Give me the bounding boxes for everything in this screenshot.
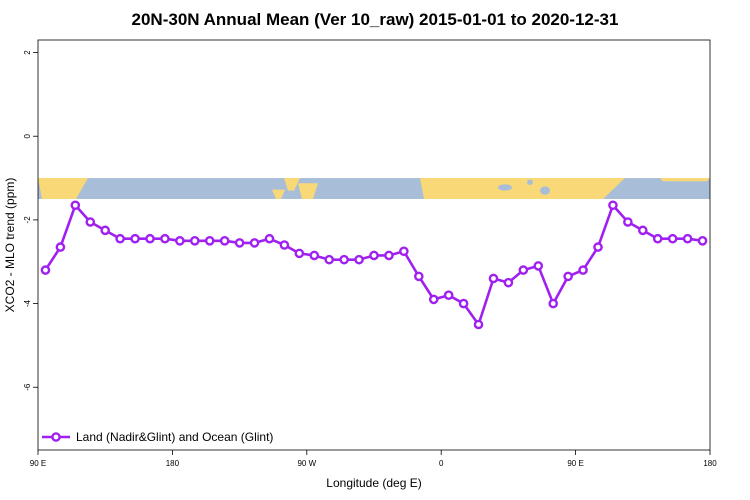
data-point bbox=[249, 238, 260, 248]
x-tick-label: 90 E bbox=[30, 459, 46, 468]
data-point bbox=[458, 298, 469, 309]
data-point bbox=[189, 236, 200, 246]
data-point bbox=[518, 265, 529, 275]
map-landmass bbox=[272, 189, 285, 199]
data-point bbox=[384, 250, 394, 261]
series-line bbox=[44, 203, 703, 326]
data-point bbox=[55, 242, 66, 252]
data-point bbox=[175, 236, 185, 246]
data-point bbox=[413, 271, 424, 282]
map-gulf bbox=[498, 184, 512, 191]
data-point bbox=[294, 248, 305, 259]
data-point bbox=[443, 290, 454, 301]
data-point bbox=[593, 242, 603, 252]
y-tick-label: -4 bbox=[23, 299, 32, 307]
data-point bbox=[399, 246, 409, 257]
data-point bbox=[638, 225, 648, 236]
data-point bbox=[40, 265, 51, 275]
data-point bbox=[85, 217, 96, 227]
legend: Land (Nadir&Glint) and Ocean (Glint) bbox=[42, 430, 273, 444]
x-tick-label: 180 bbox=[703, 459, 717, 468]
y-axis-label: XCO2 - MLO trend (ppm) bbox=[3, 178, 17, 313]
data-point bbox=[652, 233, 663, 244]
map-gulf bbox=[527, 179, 533, 185]
data-point bbox=[488, 273, 499, 284]
y-tick-label: -6 bbox=[23, 383, 32, 391]
data-point bbox=[608, 200, 618, 211]
data-point bbox=[130, 233, 140, 244]
data-point bbox=[70, 200, 81, 211]
plot-area: 2 0 -2 -4 -6 90 E 180 90 W 0 90 E 180 bbox=[23, 39, 717, 468]
chart-title: 20N-30N Annual Mean (Ver 10_raw) 2015-01… bbox=[132, 10, 619, 29]
data-point bbox=[339, 254, 349, 265]
data-point bbox=[115, 233, 125, 244]
map-landmass bbox=[420, 178, 625, 199]
y-tick-label: 2 bbox=[23, 50, 32, 55]
data-point bbox=[369, 250, 379, 261]
y-tick-label: -2 bbox=[23, 216, 32, 224]
map-landmass bbox=[284, 178, 300, 191]
data-point bbox=[428, 294, 439, 305]
data-point bbox=[309, 250, 320, 261]
map-landmass bbox=[660, 178, 710, 182]
data-point bbox=[324, 254, 335, 265]
x-axis-label: Longitude (deg E) bbox=[326, 476, 421, 490]
data-point bbox=[100, 225, 110, 236]
legend-label: Land (Nadir&Glint) and Ocean (Glint) bbox=[76, 430, 273, 444]
data-point bbox=[548, 298, 559, 309]
data-point bbox=[623, 217, 633, 227]
x-tick-label: 90 W bbox=[297, 459, 316, 468]
data-point bbox=[264, 233, 275, 244]
y-tick-label: 0 bbox=[23, 133, 32, 138]
data-point bbox=[219, 236, 230, 246]
data-point bbox=[279, 240, 290, 250]
x-tick-label: 0 bbox=[439, 459, 444, 468]
data-point bbox=[204, 236, 215, 246]
data-point bbox=[354, 254, 364, 265]
data-point bbox=[682, 233, 693, 244]
map-landmass bbox=[298, 183, 318, 199]
map-landmass bbox=[38, 178, 88, 199]
data-point bbox=[578, 265, 588, 275]
plot-frame bbox=[37, 39, 711, 451]
data-point bbox=[473, 319, 484, 330]
data-point bbox=[533, 261, 544, 271]
data-point bbox=[503, 277, 514, 288]
x-tick-label: 90 E bbox=[567, 459, 583, 468]
legend-point-marker bbox=[51, 432, 61, 442]
data-point bbox=[697, 236, 708, 246]
map-strip bbox=[38, 178, 710, 199]
data-point bbox=[160, 233, 170, 244]
data-point bbox=[667, 233, 678, 244]
data-point bbox=[145, 233, 155, 244]
map-gulf bbox=[540, 186, 550, 195]
x-tick-label: 180 bbox=[166, 459, 180, 468]
data-point bbox=[234, 238, 245, 248]
data-point bbox=[563, 271, 573, 282]
